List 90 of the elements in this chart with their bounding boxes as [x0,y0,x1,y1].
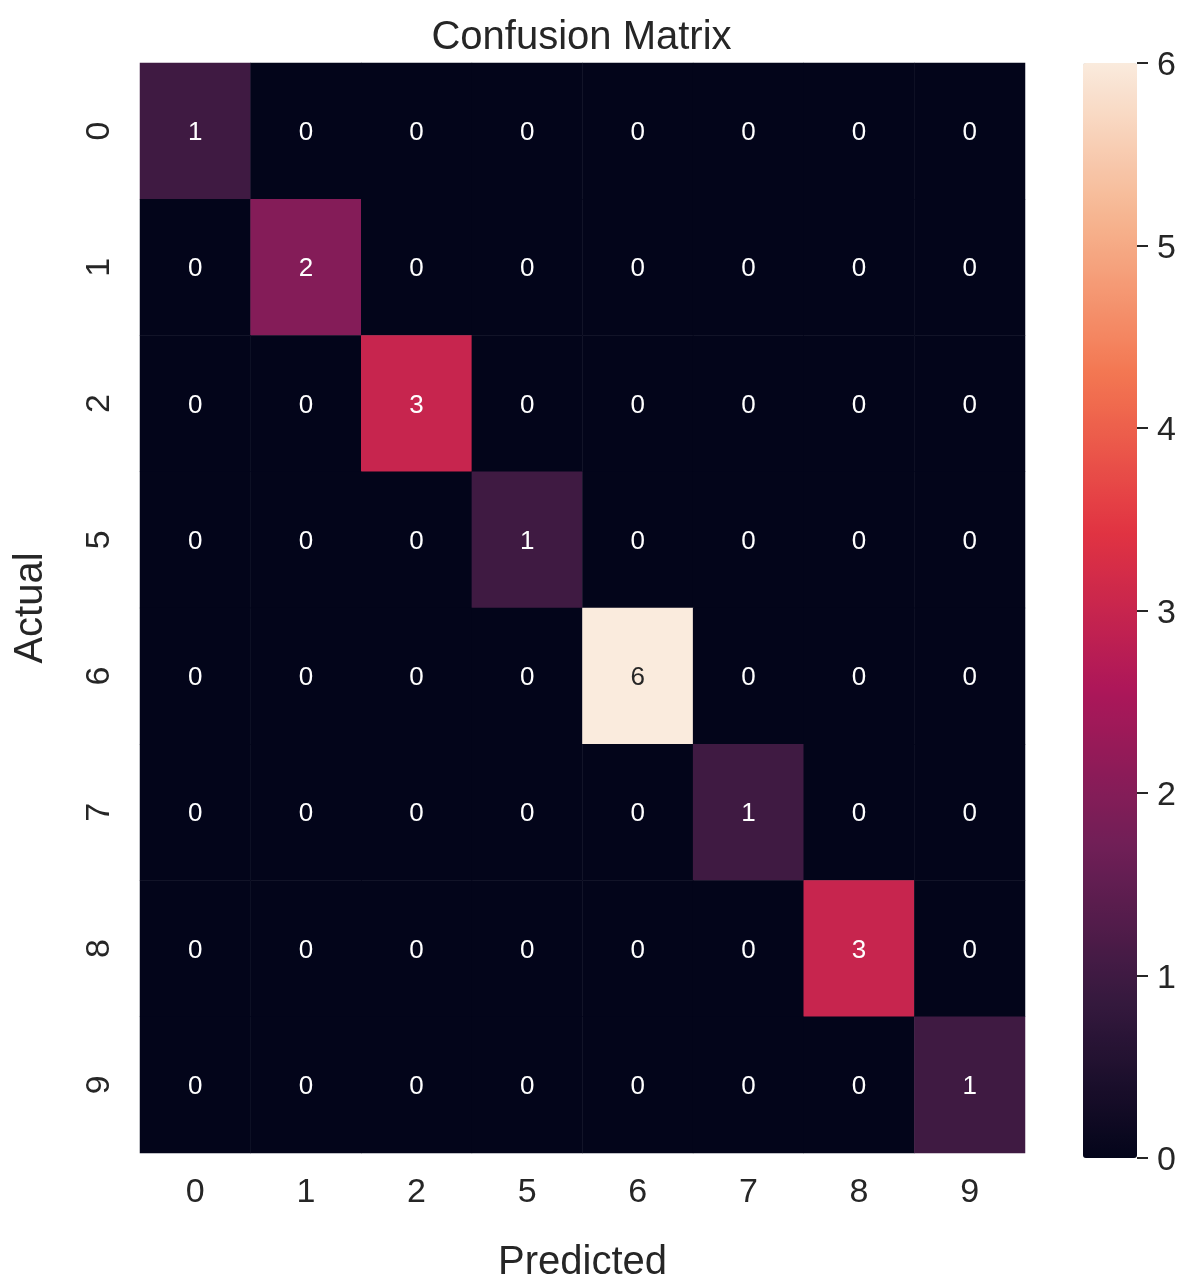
y-axis-title: Actual [6,552,50,664]
x-axis-title: Predicted [498,1238,667,1282]
data-label: 6 [630,661,646,692]
data-label: 0 [409,661,424,692]
data-label: 0 [519,116,535,147]
data-label: 0 [519,661,535,692]
data-label: 0 [851,661,867,692]
data-label: 0 [630,797,646,828]
y-tick-label: 2 [78,394,116,414]
x-tick-label: 0 [185,1171,205,1209]
data-label: 0 [188,933,203,964]
data-label: 0 [962,388,977,419]
x-tick-label: 7 [738,1171,758,1209]
y-tick-label: 7 [78,802,116,822]
data-label: 0 [741,1069,756,1100]
x-tick-label: 6 [628,1171,648,1209]
data-label: 0 [409,524,424,555]
data-label: 0 [851,252,867,283]
data-label: 3 [851,933,867,964]
color-bar-label: 4 [1157,409,1176,447]
data-label: 0 [298,661,314,692]
data-label: 0 [962,116,977,147]
data-label: 0 [298,524,314,555]
data-label: 0 [630,933,646,964]
data-label: 0 [188,388,203,419]
data-label: 0 [409,797,424,828]
data-label: 0 [962,524,977,555]
data-label: 0 [741,252,756,283]
color-bar-label: 0 [1157,1139,1176,1177]
data-label: 0 [851,524,867,555]
data-label: 0 [741,116,756,147]
data-label: 0 [519,1069,535,1100]
y-tick-label: 6 [78,666,116,686]
x-tick-label: 5 [517,1171,537,1209]
data-label: 0 [188,524,203,555]
data-label: 0 [188,1069,203,1100]
data-label: 0 [962,797,977,828]
data-label: 2 [298,252,314,283]
y-tick-label: 5 [78,530,116,550]
y-tick-label: 0 [78,121,116,141]
data-label: 1 [519,524,535,555]
data-label: 0 [962,252,977,283]
x-tick-label: 1 [296,1171,316,1209]
data-label: 0 [630,1069,646,1100]
data-label: 0 [519,933,535,964]
data-label: 0 [409,252,424,283]
data-label: 0 [630,524,646,555]
y-tick-label: 9 [78,1075,116,1095]
data-label: 0 [519,252,535,283]
data-label: 0 [519,797,535,828]
data-label: 0 [741,933,756,964]
data-label: 0 [409,933,424,964]
data-label: 0 [741,661,756,692]
color-bar-label: 5 [1157,226,1176,265]
data-label: 0 [298,116,314,147]
data-label: 0 [851,388,867,419]
data-label: 0 [741,524,756,555]
data-label: 0 [630,388,646,419]
data-label: 0 [409,1069,424,1100]
data-label: 0 [741,388,756,419]
data-label: 0 [188,661,203,692]
y-tick-label: 8 [78,939,116,959]
color-bar-label: 1 [1157,956,1176,995]
data-label: 0 [519,388,535,419]
data-label: 0 [188,797,203,828]
data-label: 0 [851,1069,867,1100]
data-label: 0 [298,1069,314,1100]
data-label: 0 [298,797,314,828]
data-label: 0 [851,116,867,147]
data-label: 0 [630,116,646,147]
color-bar-label: 3 [1157,591,1176,630]
y-tick-label: 1 [78,257,116,277]
data-label: 0 [409,116,424,147]
data-label: 0 [188,252,203,283]
data-label: 0 [962,661,977,692]
data-label: 1 [741,797,756,828]
color-bar-label: 6 [1157,44,1176,82]
data-label: 0 [298,388,314,419]
data-label: 3 [409,388,424,419]
data-label: 1 [188,116,203,147]
chart-title: Confusion Matrix [431,13,732,57]
data-label: 0 [851,797,867,828]
data-label: 1 [962,1069,977,1100]
x-tick-label: 9 [960,1171,980,1209]
data-label: 0 [962,933,977,964]
data-label: 0 [298,933,314,964]
x-tick-label: 2 [407,1171,427,1209]
color-bar-label: 2 [1157,774,1176,812]
data-label: 0 [630,252,646,283]
x-tick-label: 8 [849,1171,869,1209]
